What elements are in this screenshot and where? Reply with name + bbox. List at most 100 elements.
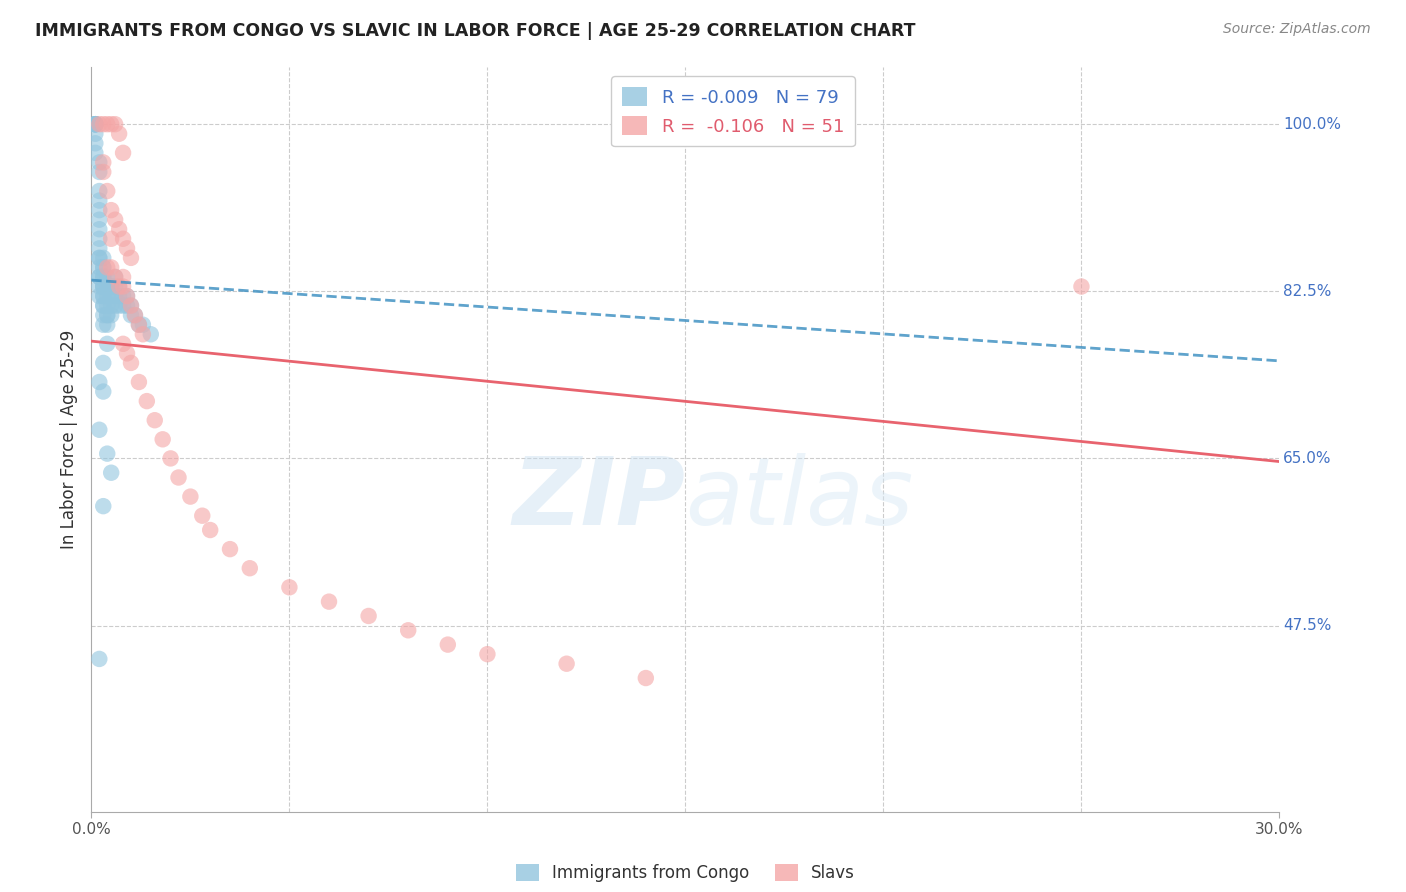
Point — [128, 375, 150, 389]
Legend: Immigrants from Congo, Slavs: Immigrants from Congo, Slavs — [509, 857, 862, 889]
Point — [112, 299, 135, 313]
Point — [108, 289, 131, 303]
Point — [143, 413, 166, 427]
Point — [477, 647, 499, 661]
Point — [357, 609, 380, 624]
Y-axis label: In Labor Force | Age 25-29: In Labor Force | Age 25-29 — [59, 330, 77, 549]
Point — [89, 423, 111, 437]
Point — [89, 241, 111, 255]
Point — [89, 260, 111, 275]
Text: 65.0%: 65.0% — [1284, 451, 1331, 466]
Point — [112, 232, 135, 246]
Point — [112, 289, 135, 303]
Point — [436, 638, 458, 652]
Point — [159, 451, 181, 466]
Point — [120, 299, 142, 313]
Point — [84, 145, 107, 160]
Point — [555, 657, 578, 671]
Point — [96, 299, 118, 313]
Point — [89, 289, 111, 303]
Point — [128, 318, 150, 332]
Point — [96, 184, 118, 198]
Point — [115, 346, 138, 360]
Point — [219, 542, 242, 557]
Point — [108, 279, 131, 293]
Point — [1070, 279, 1092, 293]
Point — [91, 251, 114, 265]
Point — [104, 270, 127, 285]
Point — [100, 279, 122, 293]
Point — [91, 499, 114, 513]
Point — [128, 318, 150, 332]
Point — [89, 184, 111, 198]
Point — [120, 251, 142, 265]
Point — [91, 165, 114, 179]
Point — [100, 308, 122, 322]
Point — [96, 279, 118, 293]
Point — [91, 289, 114, 303]
Point — [91, 117, 114, 131]
Point — [100, 466, 122, 480]
Point — [96, 260, 118, 275]
Text: IMMIGRANTS FROM CONGO VS SLAVIC IN LABOR FORCE | AGE 25-29 CORRELATION CHART: IMMIGRANTS FROM CONGO VS SLAVIC IN LABOR… — [35, 22, 915, 40]
Point — [91, 289, 114, 303]
Point — [84, 117, 107, 131]
Point — [132, 327, 155, 342]
Point — [100, 232, 122, 246]
Point — [96, 308, 118, 322]
Point — [91, 318, 114, 332]
Point — [396, 624, 419, 638]
Point — [120, 356, 142, 370]
Point — [115, 289, 138, 303]
Point — [112, 336, 135, 351]
Point — [108, 127, 131, 141]
Point — [124, 308, 146, 322]
Point — [200, 523, 222, 537]
Point — [167, 470, 190, 484]
Point — [132, 318, 155, 332]
Point — [104, 289, 127, 303]
Point — [91, 384, 114, 399]
Point — [108, 222, 131, 236]
Point — [100, 299, 122, 313]
Point — [89, 375, 111, 389]
Point — [115, 241, 138, 255]
Point — [91, 299, 114, 313]
Point — [91, 155, 114, 169]
Point — [89, 270, 111, 285]
Point — [89, 117, 111, 131]
Point — [96, 336, 118, 351]
Point — [152, 433, 174, 447]
Point — [108, 279, 131, 293]
Text: 82.5%: 82.5% — [1284, 284, 1331, 299]
Point — [89, 203, 111, 218]
Point — [89, 165, 111, 179]
Point — [96, 308, 118, 322]
Point — [96, 117, 118, 131]
Point — [91, 260, 114, 275]
Point — [120, 299, 142, 313]
Point — [84, 117, 107, 131]
Point — [91, 279, 114, 293]
Text: Source: ZipAtlas.com: Source: ZipAtlas.com — [1223, 22, 1371, 37]
Text: ZIP: ZIP — [513, 453, 685, 545]
Point — [89, 212, 111, 227]
Point — [115, 289, 138, 303]
Point — [84, 136, 107, 151]
Point — [91, 308, 114, 322]
Point — [89, 279, 111, 293]
Point — [191, 508, 214, 523]
Point — [89, 222, 111, 236]
Point — [84, 117, 107, 131]
Point — [96, 279, 118, 293]
Point — [112, 145, 135, 160]
Text: 100.0%: 100.0% — [1284, 117, 1341, 132]
Point — [318, 594, 340, 608]
Point — [104, 299, 127, 313]
Text: atlas: atlas — [685, 453, 914, 544]
Point — [89, 232, 111, 246]
Point — [112, 270, 135, 285]
Point — [100, 289, 122, 303]
Point — [89, 194, 111, 208]
Point — [104, 270, 127, 285]
